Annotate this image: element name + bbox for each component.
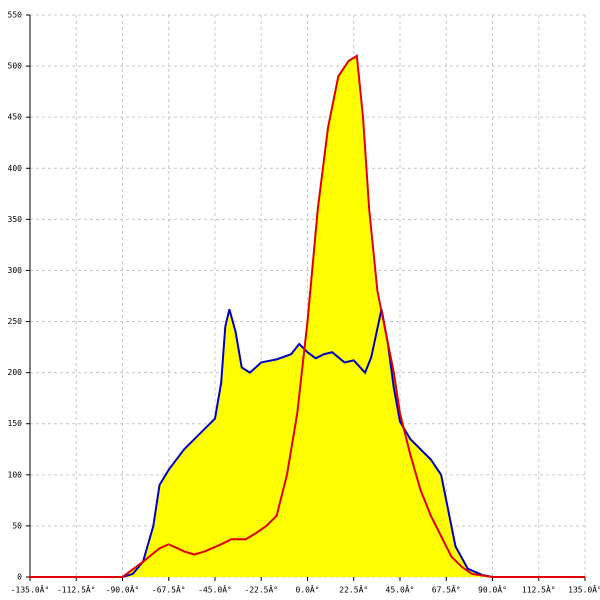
x-tick-label: -45.0Â° — [198, 584, 232, 595]
x-tick-label: -90.0Â° — [106, 584, 140, 595]
x-tick-label: 22.5Â° — [339, 584, 368, 595]
y-tick-label: 50 — [12, 521, 22, 530]
x-tick-label: -67.5Â° — [152, 584, 186, 595]
x-tick-label: 0.0Â° — [295, 584, 319, 595]
line — [122, 309, 493, 578]
x-tick-label: -22.5Â° — [244, 584, 278, 595]
x-tick-label: 90.0Â° — [478, 584, 507, 595]
x-tick-label: 45.0Â° — [386, 584, 415, 595]
area-fill — [30, 55, 585, 577]
y-tick-label: 350 — [8, 215, 23, 224]
y-tick-label: 550 — [8, 11, 23, 20]
y-tick-label: 250 — [8, 317, 23, 326]
y-tick-label: 400 — [8, 164, 23, 173]
x-tick-label: -112.5Â° — [57, 584, 96, 595]
x-tick-label: 67.5Â° — [432, 584, 461, 595]
line — [30, 54, 585, 578]
y-tick-label: 500 — [8, 62, 23, 71]
y-tick-label: 100 — [8, 470, 23, 479]
x-tick-label: -135.0Â° — [11, 584, 50, 595]
x-tick-label: 135.0Â° — [568, 584, 600, 595]
y-tick-label: 200 — [8, 368, 23, 377]
y-tick-label: 450 — [8, 113, 23, 122]
y-tick-label: 0 — [17, 573, 22, 582]
y-tick-label: 150 — [8, 419, 23, 428]
x-tick-label: 112.5Â° — [522, 584, 556, 595]
y-tick-label: 300 — [8, 266, 23, 275]
